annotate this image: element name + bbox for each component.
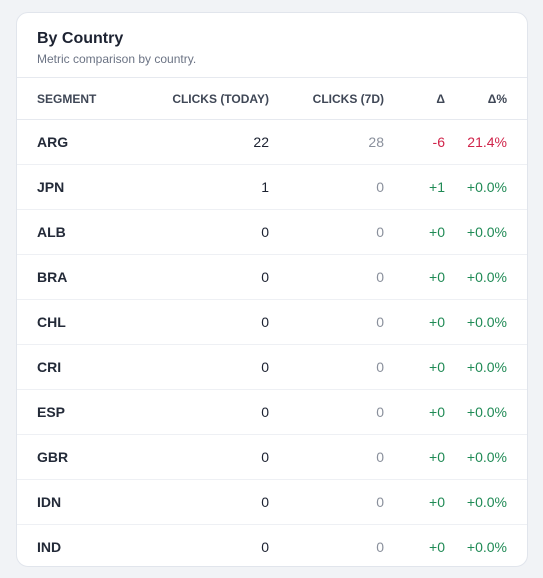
- clicks-today-cell: 0: [157, 344, 269, 390]
- delta-percent-cell: +0.0%: [445, 479, 527, 525]
- delta-cell: -6: [384, 119, 445, 165]
- clicks-7d-cell: 0: [269, 164, 384, 210]
- delta-cell: +1: [384, 164, 445, 210]
- country-table: SEGMENT CLICKS (TODAY) CLICKS (7D) Δ Δ% …: [17, 78, 527, 567]
- clicks-7d-cell: 0: [269, 254, 384, 300]
- segment-cell: GBR: [17, 434, 157, 480]
- clicks-today-cell: 22: [157, 119, 269, 165]
- table-row: ARG 22 28 -6 21.4%: [17, 119, 527, 165]
- segment-cell: ESP: [17, 389, 157, 435]
- delta-cell: +0: [384, 434, 445, 480]
- clicks-today-cell: 0: [157, 299, 269, 345]
- delta-percent-cell: +0.0%: [445, 164, 527, 210]
- segment-cell: ARG: [17, 119, 157, 165]
- column-header-delta: Δ: [384, 78, 445, 120]
- clicks-today-cell: 0: [157, 209, 269, 255]
- table-header-row: SEGMENT CLICKS (TODAY) CLICKS (7D) Δ Δ%: [17, 78, 527, 120]
- segment-cell: BRA: [17, 254, 157, 300]
- delta-percent-cell: 21.4%: [445, 119, 527, 165]
- table-row: CRI 0 0 +0 +0.0%: [17, 344, 527, 390]
- delta-percent-cell: +0.0%: [445, 344, 527, 390]
- delta-percent-cell: +0.0%: [445, 434, 527, 480]
- clicks-7d-cell: 0: [269, 434, 384, 480]
- table-row: ALB 0 0 +0 +0.0%: [17, 209, 527, 255]
- delta-cell: +0: [384, 344, 445, 390]
- clicks-7d-cell: 0: [269, 389, 384, 435]
- table-row: BRA 0 0 +0 +0.0%: [17, 254, 527, 300]
- card-subtitle: Metric comparison by country.: [37, 52, 197, 66]
- clicks-today-cell: 1: [157, 164, 269, 210]
- delta-percent-cell: +0.0%: [445, 299, 527, 345]
- table-row: GBR 0 0 +0 +0.0%: [17, 434, 527, 480]
- column-header-clicks-7d: CLICKS (7D): [269, 78, 384, 120]
- segment-cell: ALB: [17, 209, 157, 255]
- segment-cell: IND: [37, 539, 62, 555]
- card-title: By Country: [37, 30, 124, 47]
- clicks-7d-cell: 0: [376, 539, 384, 555]
- delta-cell: +0: [384, 389, 445, 435]
- delta-percent-cell: +0.0%: [445, 389, 527, 435]
- table-row: CHL 0 0 +0 +0.0%: [17, 299, 527, 345]
- segment-cell: CHL: [17, 299, 157, 345]
- delta-cell: +0: [384, 299, 445, 345]
- delta-percent-cell: +0.0%: [445, 209, 527, 255]
- column-header-segment: SEGMENT: [17, 78, 157, 120]
- table-row: IDN 0 0 +0 +0.0%: [17, 479, 527, 525]
- delta-cell: +0: [429, 539, 445, 555]
- card-header: By Country Metric comparison by country.: [17, 13, 527, 78]
- table-row: JPN 1 0 +1 +0.0%: [17, 164, 527, 210]
- clicks-7d-cell: 0: [269, 299, 384, 345]
- clicks-7d-cell: 0: [269, 479, 384, 525]
- segment-cell: IDN: [17, 479, 157, 525]
- segment-cell: CRI: [17, 344, 157, 390]
- clicks-today-cell: 0: [157, 479, 269, 525]
- table-row: ESP 0 0 +0 +0.0%: [17, 389, 527, 435]
- clicks-7d-cell: 28: [269, 119, 384, 165]
- delta-cell: +0: [384, 479, 445, 525]
- clicks-today-cell: 0: [261, 539, 269, 555]
- clicks-today-cell: 0: [157, 254, 269, 300]
- delta-cell: +0: [384, 254, 445, 300]
- delta-cell: +0: [384, 209, 445, 255]
- by-country-card: By Country Metric comparison by country.…: [16, 12, 528, 567]
- segment-cell: JPN: [17, 164, 157, 210]
- clicks-7d-cell: 0: [269, 344, 384, 390]
- delta-percent-cell: +0.0%: [466, 539, 507, 555]
- delta-percent-cell: +0.0%: [445, 254, 527, 300]
- clicks-today-cell: 0: [157, 389, 269, 435]
- column-header-clicks-today: CLICKS (TODAY): [157, 78, 269, 120]
- table-row: IND 0 0 +0 +0.0%: [17, 525, 527, 567]
- clicks-today-cell: 0: [157, 434, 269, 480]
- clicks-7d-cell: 0: [269, 209, 384, 255]
- column-header-delta-percent: Δ%: [445, 78, 527, 120]
